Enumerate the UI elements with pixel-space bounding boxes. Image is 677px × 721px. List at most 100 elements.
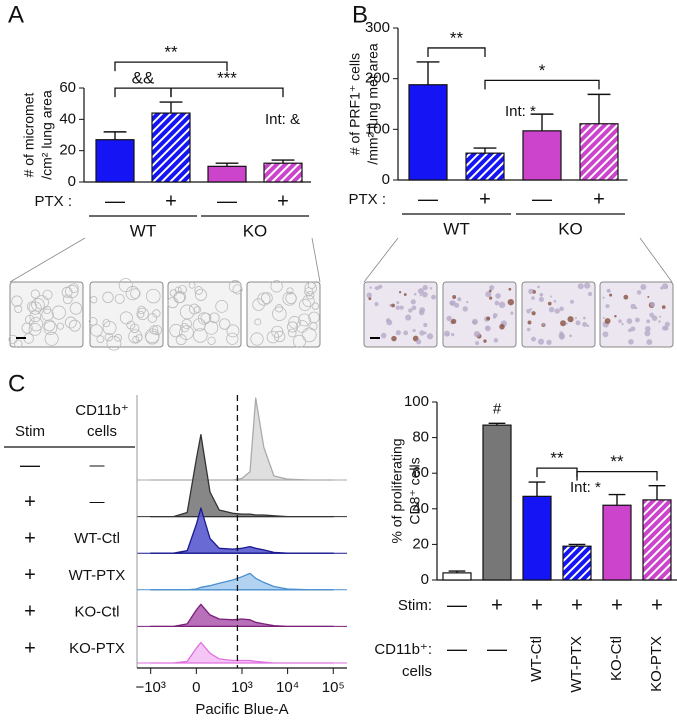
bar xyxy=(263,162,303,183)
group-label: WT xyxy=(443,219,469,238)
micrograph-cell xyxy=(419,293,422,297)
bar xyxy=(151,112,191,183)
panel-letter: B xyxy=(352,1,368,28)
micrograph-cell xyxy=(452,295,457,299)
micrograph-cell xyxy=(565,322,568,325)
micrograph-cell xyxy=(664,321,670,327)
micrograph-cell xyxy=(628,339,634,345)
significance-bracket xyxy=(576,471,658,481)
row-label: CD11b⁺: xyxy=(374,641,432,658)
y-tick-label: 20 xyxy=(59,142,76,159)
micrograph-alveolus xyxy=(43,321,58,335)
micrograph-cell xyxy=(646,339,653,346)
micrograph-alveolus xyxy=(132,335,140,343)
micrograph-frame xyxy=(89,281,164,348)
micrograph-cell xyxy=(630,326,636,332)
bar xyxy=(602,504,632,581)
micrograph-frame xyxy=(363,281,438,348)
cells-value: KO-PTX xyxy=(69,640,125,657)
y-tick-label: 40 xyxy=(412,500,429,517)
micrograph-cell xyxy=(396,301,400,305)
row-value: — xyxy=(532,188,552,210)
micrograph-cell xyxy=(570,299,574,304)
y-tick-label: 60 xyxy=(59,79,76,96)
micrograph-alveolus xyxy=(288,316,301,329)
micrograph-cell xyxy=(649,312,655,318)
row-value: + xyxy=(651,594,663,616)
micrograph-alveolus xyxy=(177,285,187,295)
micrograph-cell xyxy=(647,295,650,298)
micrograph-alveolus xyxy=(208,312,220,324)
micrograph-alveolus xyxy=(96,335,105,344)
micrograph-alveolus xyxy=(287,321,299,333)
micrograph-cell xyxy=(526,308,531,314)
micrograph-cell xyxy=(488,289,492,293)
micrograph-alveolus xyxy=(44,331,59,346)
stim-value: + xyxy=(24,601,36,623)
row-value: WT-PTX xyxy=(568,636,585,693)
micrograph-cell xyxy=(587,291,593,297)
micrograph-cell xyxy=(528,288,534,294)
significance-symbol: # xyxy=(493,400,502,417)
micrograph-alveolus xyxy=(146,288,161,304)
micrograph-cell xyxy=(531,336,537,342)
micrograph-alveolus xyxy=(174,286,182,294)
y-axis-label: % of proliferating xyxy=(389,438,405,543)
micrograph-cell xyxy=(618,319,622,323)
micrograph-cell xyxy=(567,316,574,323)
micrograph-cell xyxy=(417,288,424,295)
histogram xyxy=(150,507,334,554)
row-value: + xyxy=(611,594,623,616)
micrograph-cell xyxy=(446,315,452,322)
micrograph-alveolus xyxy=(302,294,315,308)
cells-value: KO-Ctl xyxy=(75,603,120,620)
micrograph-frame xyxy=(599,281,674,348)
micrograph-cell xyxy=(606,288,611,293)
micrograph-alveolus xyxy=(129,323,140,334)
row-value: + xyxy=(593,188,605,210)
micrograph-alveolus xyxy=(194,288,207,301)
y-axis-label: CD8⁺ cells xyxy=(407,457,423,524)
micrograph-cell xyxy=(507,298,514,306)
micrograph-cell xyxy=(550,295,553,298)
micrograph-cell xyxy=(527,320,532,325)
micrograph-cell xyxy=(485,291,492,298)
micrograph-alveolus xyxy=(311,302,320,310)
micrograph-alveolus xyxy=(62,294,73,305)
micrograph-alveolus xyxy=(25,314,35,325)
panel-letter: C xyxy=(8,370,25,397)
micrograph-cell xyxy=(368,297,372,301)
error-bar xyxy=(159,101,183,114)
micrograph-cell xyxy=(577,283,584,290)
micrograph-alveolus xyxy=(297,313,311,327)
micrograph-cell xyxy=(492,313,498,318)
micrograph-cell xyxy=(621,322,624,326)
micrograph xyxy=(246,280,321,348)
row-value: WT-Ctl xyxy=(528,636,545,682)
interaction-note: Int: * xyxy=(505,103,536,120)
micrograph-alveolus xyxy=(126,320,136,330)
micrograph-alveolus xyxy=(102,319,111,328)
micrograph-alveolus xyxy=(188,303,200,315)
row-value: — xyxy=(447,638,467,660)
micrograph-cell xyxy=(451,332,455,337)
row-value: — xyxy=(487,638,507,660)
micrograph-alveolus xyxy=(104,332,114,342)
micrograph-cell xyxy=(369,286,372,289)
stim-value: + xyxy=(24,491,36,513)
micrograph-cell xyxy=(548,306,555,313)
micrograph-cell xyxy=(418,309,425,316)
micrograph-cell xyxy=(604,318,611,324)
micrograph-cell xyxy=(537,338,545,345)
micrograph xyxy=(521,281,596,348)
micrograph-alveolus xyxy=(218,318,231,330)
error-bar xyxy=(103,131,127,140)
micrograph-alveolus xyxy=(137,310,145,318)
significance-label: *** xyxy=(217,69,237,88)
micrograph-alveolus xyxy=(102,291,114,303)
micrograph-alveolus xyxy=(292,334,306,348)
micrograph-cell xyxy=(526,327,531,332)
table-header: Stim xyxy=(15,423,45,440)
error-bar xyxy=(530,113,554,131)
micrograph-cell xyxy=(386,319,393,326)
